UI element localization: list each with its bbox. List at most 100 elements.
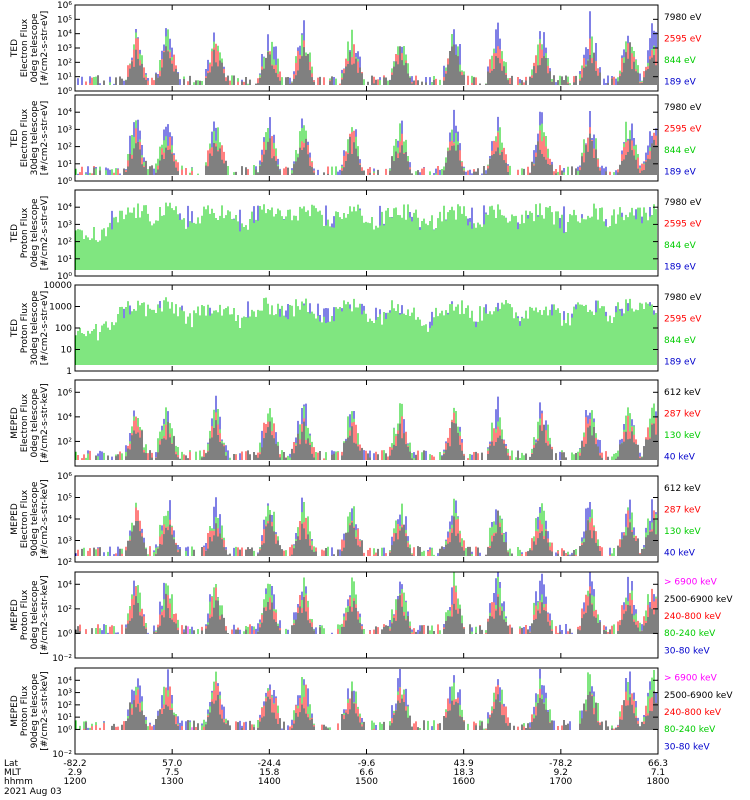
y-tick-label: 10² bbox=[57, 437, 72, 447]
legend-entry: 2500-6900 keV bbox=[664, 691, 733, 701]
legend-entry: 612 keV bbox=[664, 388, 701, 398]
series-844-ev bbox=[75, 202, 657, 270]
series-80-240-kev bbox=[75, 670, 657, 730]
x-tick-lat: -9.6 bbox=[358, 759, 376, 769]
x-tick-mlt: 2.9 bbox=[68, 768, 83, 778]
series-40-kev bbox=[75, 497, 657, 556]
x-tick-hhmm: 1700 bbox=[549, 777, 572, 787]
x-tick-hhmm: 1400 bbox=[258, 777, 281, 787]
y-axis-label-line: Proton Flux bbox=[20, 589, 30, 640]
y-tick-label: 10³ bbox=[57, 44, 72, 54]
legend-entry: 240-800 keV bbox=[664, 708, 722, 718]
legend-entry: 7980 eV bbox=[664, 103, 702, 113]
series-marks bbox=[77, 11, 657, 85]
y-tick-label: 10⁶ bbox=[57, 472, 72, 482]
y-tick-label: 10⁴ bbox=[57, 515, 72, 525]
panel-5: 10² 10⁴ 10⁶ MEPED Electron Flux 0deg telescop… bbox=[10, 379, 701, 467]
y-axis-label: MEPED Proton Flux 0deg telescope [#/cm2-s-s… bbox=[10, 575, 50, 654]
series-80-240-kev bbox=[77, 572, 657, 634]
legend-entry: 80-240 keV bbox=[664, 725, 716, 735]
legend-entry: 30-80 keV bbox=[664, 742, 710, 752]
y-tick-label: 10⁵ bbox=[57, 494, 72, 504]
y-tick-label: 10¹ bbox=[57, 73, 72, 83]
x-tick-mlt: 7.5 bbox=[165, 768, 179, 778]
y-tick-label: 10⁻² bbox=[52, 750, 72, 760]
y-axis-label: TED Proton Flux 30deg telescope [#/cm2-s-st… bbox=[10, 290, 50, 365]
y-axis-label: TED Proton Flux 0deg telescope [#/cm2-s-str… bbox=[10, 196, 50, 271]
y-axis-label-line: [#/cm2-s-str-keV] bbox=[40, 479, 50, 558]
legend-entry: 130 keV bbox=[664, 527, 701, 537]
legend-entry: 189 eV bbox=[664, 357, 697, 367]
legend-entry: 2595 eV bbox=[664, 314, 702, 324]
y-axis-label-line: TED bbox=[10, 319, 20, 338]
x-tick-mlt: 15.8 bbox=[259, 768, 279, 778]
y-axis-label-line: 0deg telescope bbox=[30, 388, 40, 458]
legend-entry: 40 keV bbox=[664, 548, 696, 558]
x-tick-mlt: 6.6 bbox=[359, 768, 374, 778]
series-marks bbox=[75, 120, 657, 175]
y-axis-label: MEPED Electron Flux 0deg telescope [#/cm2-s… bbox=[10, 383, 50, 462]
legend-entry: 7980 eV bbox=[664, 293, 702, 303]
series-marks bbox=[81, 510, 657, 556]
series-marks bbox=[95, 420, 657, 460]
series-marks bbox=[75, 202, 657, 270]
x-tick-hhmm: 1500 bbox=[355, 777, 378, 787]
series-7980-ev bbox=[93, 133, 657, 175]
y-tick-label: 10² bbox=[57, 558, 72, 568]
y-tick-label: 10¹ bbox=[57, 255, 72, 265]
series-marks bbox=[85, 690, 657, 730]
y-tick-label: 10⁴ bbox=[57, 108, 72, 118]
x-tick-hhmm: 1800 bbox=[647, 777, 670, 787]
series-marks bbox=[75, 497, 657, 556]
y-axis-label-line: TED bbox=[10, 129, 20, 148]
legend-entry: 844 eV bbox=[664, 241, 697, 251]
x-tick-mlt: 9.2 bbox=[554, 768, 568, 778]
y-tick-label: 10 bbox=[61, 346, 73, 356]
x-tick-hhmm: 1300 bbox=[161, 777, 184, 787]
y-axis-label-line: 30deg telescope bbox=[30, 290, 40, 365]
legend-entry: 7980 eV bbox=[664, 198, 702, 208]
series-marks bbox=[111, 205, 651, 270]
y-axis-label-line: MEPED bbox=[10, 599, 20, 631]
y-axis-label-line: Electron Flux bbox=[20, 108, 30, 167]
series-189-ev bbox=[111, 205, 651, 270]
y-tick-label: 10⁴ bbox=[57, 580, 72, 590]
y-tick-label: 1000 bbox=[49, 303, 72, 313]
y-tick-label: 10⁰ bbox=[57, 629, 72, 639]
legend-entry: 40 keV bbox=[664, 452, 696, 462]
x-tick-lat: -24.4 bbox=[258, 759, 282, 769]
panel-6: 10² 10³ 10⁴ 10⁵ 10⁶ MEPED Electron Flux 90deg t… bbox=[10, 472, 701, 568]
y-axis-label-line: [#/cm2-s-str-eV] bbox=[40, 196, 50, 271]
y-tick-label: 10⁴ bbox=[57, 413, 72, 423]
y-axis-label: TED Electron Flux 30deg telescope [#/cm2-s-… bbox=[10, 100, 50, 175]
x-tick-hhmm: 1200 bbox=[64, 777, 87, 787]
y-tick-label: 10⁰ bbox=[57, 725, 72, 735]
legend-entry: 189 eV bbox=[664, 77, 697, 87]
series-287-kev bbox=[77, 507, 657, 556]
y-axis-label-line: 0deg telescope bbox=[30, 580, 40, 650]
y-tick-label: 10¹ bbox=[57, 713, 72, 723]
y-tick-label: 10⁴ bbox=[57, 676, 72, 686]
x-tick-lat: 43.9 bbox=[454, 759, 474, 769]
legend-entry: 612 keV bbox=[664, 484, 701, 494]
y-tick-label: 10⁰ bbox=[57, 272, 72, 282]
x-tick-lat: 66.3 bbox=[648, 759, 668, 769]
y-tick-label: 10⁵ bbox=[57, 15, 72, 25]
y-axis-label-line: 0deg telescope bbox=[30, 13, 40, 83]
y-tick-label: 100 bbox=[55, 324, 72, 334]
legend-entry: 189 eV bbox=[664, 262, 697, 272]
y-axis-label-line: MEPED bbox=[10, 695, 20, 727]
y-axis-label-line: Proton Flux bbox=[20, 207, 30, 258]
legend-entry: > 6900 keV bbox=[664, 674, 718, 684]
y-tick-label: 10² bbox=[57, 58, 72, 68]
legend-entry: 844 eV bbox=[664, 336, 697, 346]
legend-entry: 287 keV bbox=[664, 409, 701, 419]
y-axis-label: MEPED Proton Flux 90deg telescope [#/cm2-s-… bbox=[10, 671, 50, 750]
y-tick-label: 10² bbox=[57, 605, 72, 615]
y-tick-label: 10³ bbox=[57, 689, 72, 699]
legend-entry: 2595 eV bbox=[664, 124, 702, 134]
series-marks bbox=[77, 507, 657, 556]
series-marks bbox=[77, 412, 657, 460]
y-axis-label-line: Electron Flux bbox=[20, 393, 30, 452]
y-axis-label-line: [#/cm2-s-str-eV] bbox=[40, 11, 50, 86]
